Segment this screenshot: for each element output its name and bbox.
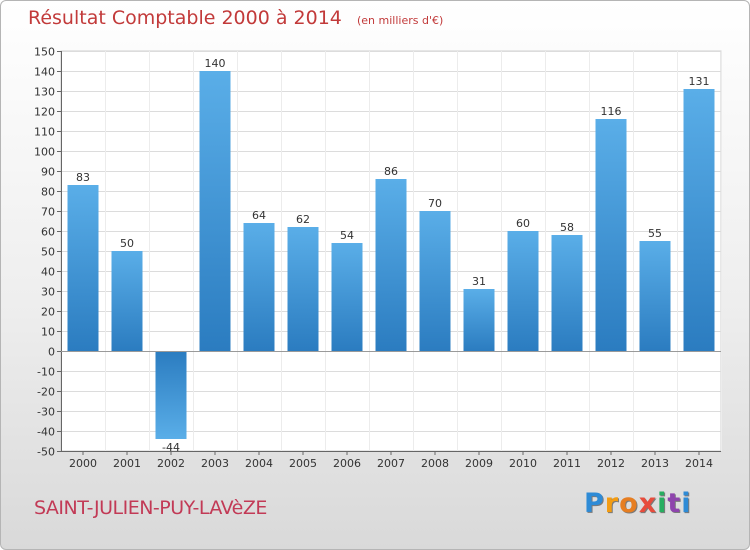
x-tick-label: 2007 <box>377 457 405 470</box>
bar <box>199 71 231 351</box>
bar-value-label: 58 <box>560 221 574 234</box>
bar <box>551 235 583 351</box>
y-tick-label: -30 <box>37 406 55 419</box>
bar <box>419 211 451 351</box>
bar-value-label: 64 <box>252 209 266 222</box>
bar-value-label: 60 <box>516 217 530 230</box>
bar <box>375 179 407 351</box>
logo-letter: P <box>584 488 605 519</box>
bar-value-label: 31 <box>472 275 486 288</box>
x-tick-label: 2008 <box>421 457 449 470</box>
x-tick-label: 2011 <box>553 457 581 470</box>
bar <box>639 241 671 351</box>
bar-value-label: 83 <box>76 171 90 184</box>
bar <box>331 243 363 351</box>
y-tick-label: 100 <box>34 146 55 159</box>
x-tick-label: 2006 <box>333 457 361 470</box>
x-tick-label: 2014 <box>685 457 713 470</box>
logo-letter: i <box>657 488 668 519</box>
bar-value-label: 86 <box>384 165 398 178</box>
x-tick-label: 2010 <box>509 457 537 470</box>
y-tick-label: -20 <box>37 386 55 399</box>
y-tick-label: 150 <box>34 46 55 59</box>
bar-value-label: 70 <box>428 197 442 210</box>
y-tick-label: 110 <box>34 126 55 139</box>
logo-letter: x <box>638 488 658 519</box>
bar <box>683 89 715 351</box>
x-tick-label: 2012 <box>597 457 625 470</box>
y-tick-label: 20 <box>41 306 55 319</box>
proxiti-logo: Proxiti <box>584 488 692 519</box>
bar <box>287 227 319 351</box>
bar <box>595 119 627 351</box>
bar-value-label: -44 <box>162 441 180 454</box>
bar-value-label: 140 <box>205 57 226 70</box>
x-tick-label: 2003 <box>201 457 229 470</box>
bar <box>507 231 539 351</box>
bar-value-label: 62 <box>296 213 310 226</box>
x-tick-label: 2009 <box>465 457 493 470</box>
y-tick-label: 10 <box>41 326 55 339</box>
chart-subtitle: (en milliers d'€) <box>356 14 444 27</box>
y-tick-label: 60 <box>41 226 55 239</box>
y-tick-label: -10 <box>37 366 55 379</box>
bar <box>111 251 143 351</box>
x-tick-label: 2002 <box>157 457 185 470</box>
x-tick-label: 2013 <box>641 457 669 470</box>
location-name: SAINT-JULIEN-PUY-LAVèZE <box>34 497 267 519</box>
y-tick-label: 140 <box>34 66 55 79</box>
x-tick-label: 2000 <box>69 457 97 470</box>
bar <box>463 289 495 351</box>
y-tick-label: 80 <box>41 186 55 199</box>
y-tick-label: 90 <box>41 166 55 179</box>
title-row: Résultat Comptable 2000 à 2014 (en milli… <box>28 7 443 29</box>
y-tick-label: 50 <box>41 246 55 259</box>
chart-title: Résultat Comptable 2000 à 2014 <box>28 7 342 29</box>
y-tick-label: 70 <box>41 206 55 219</box>
y-tick-label: 0 <box>48 346 55 359</box>
bar <box>243 223 275 351</box>
x-tick-label: 2004 <box>245 457 273 470</box>
logo-letter: o <box>619 488 639 519</box>
logo-letter: i <box>681 488 692 519</box>
bar-value-label: 54 <box>340 229 354 242</box>
y-tick-label: 120 <box>34 106 55 119</box>
bar-value-label: 50 <box>120 237 134 250</box>
y-tick-label: 40 <box>41 266 55 279</box>
y-tick-label: -50 <box>37 446 55 459</box>
y-tick-label: 130 <box>34 86 55 99</box>
bar-value-label: 55 <box>648 227 662 240</box>
x-tick-label: 2005 <box>289 457 317 470</box>
y-tick-label: -40 <box>37 426 55 439</box>
bar-value-label: 116 <box>601 105 622 118</box>
x-tick-label: 2001 <box>113 457 141 470</box>
bar-value-label: 131 <box>689 75 710 88</box>
logo-letter: r <box>604 488 620 519</box>
bar <box>155 351 187 439</box>
logo-letter: t <box>667 488 682 519</box>
bar <box>67 185 99 351</box>
y-tick-label: 30 <box>41 286 55 299</box>
